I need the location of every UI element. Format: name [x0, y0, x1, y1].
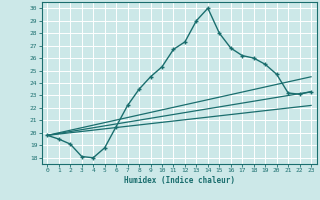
X-axis label: Humidex (Indice chaleur): Humidex (Indice chaleur): [124, 176, 235, 185]
